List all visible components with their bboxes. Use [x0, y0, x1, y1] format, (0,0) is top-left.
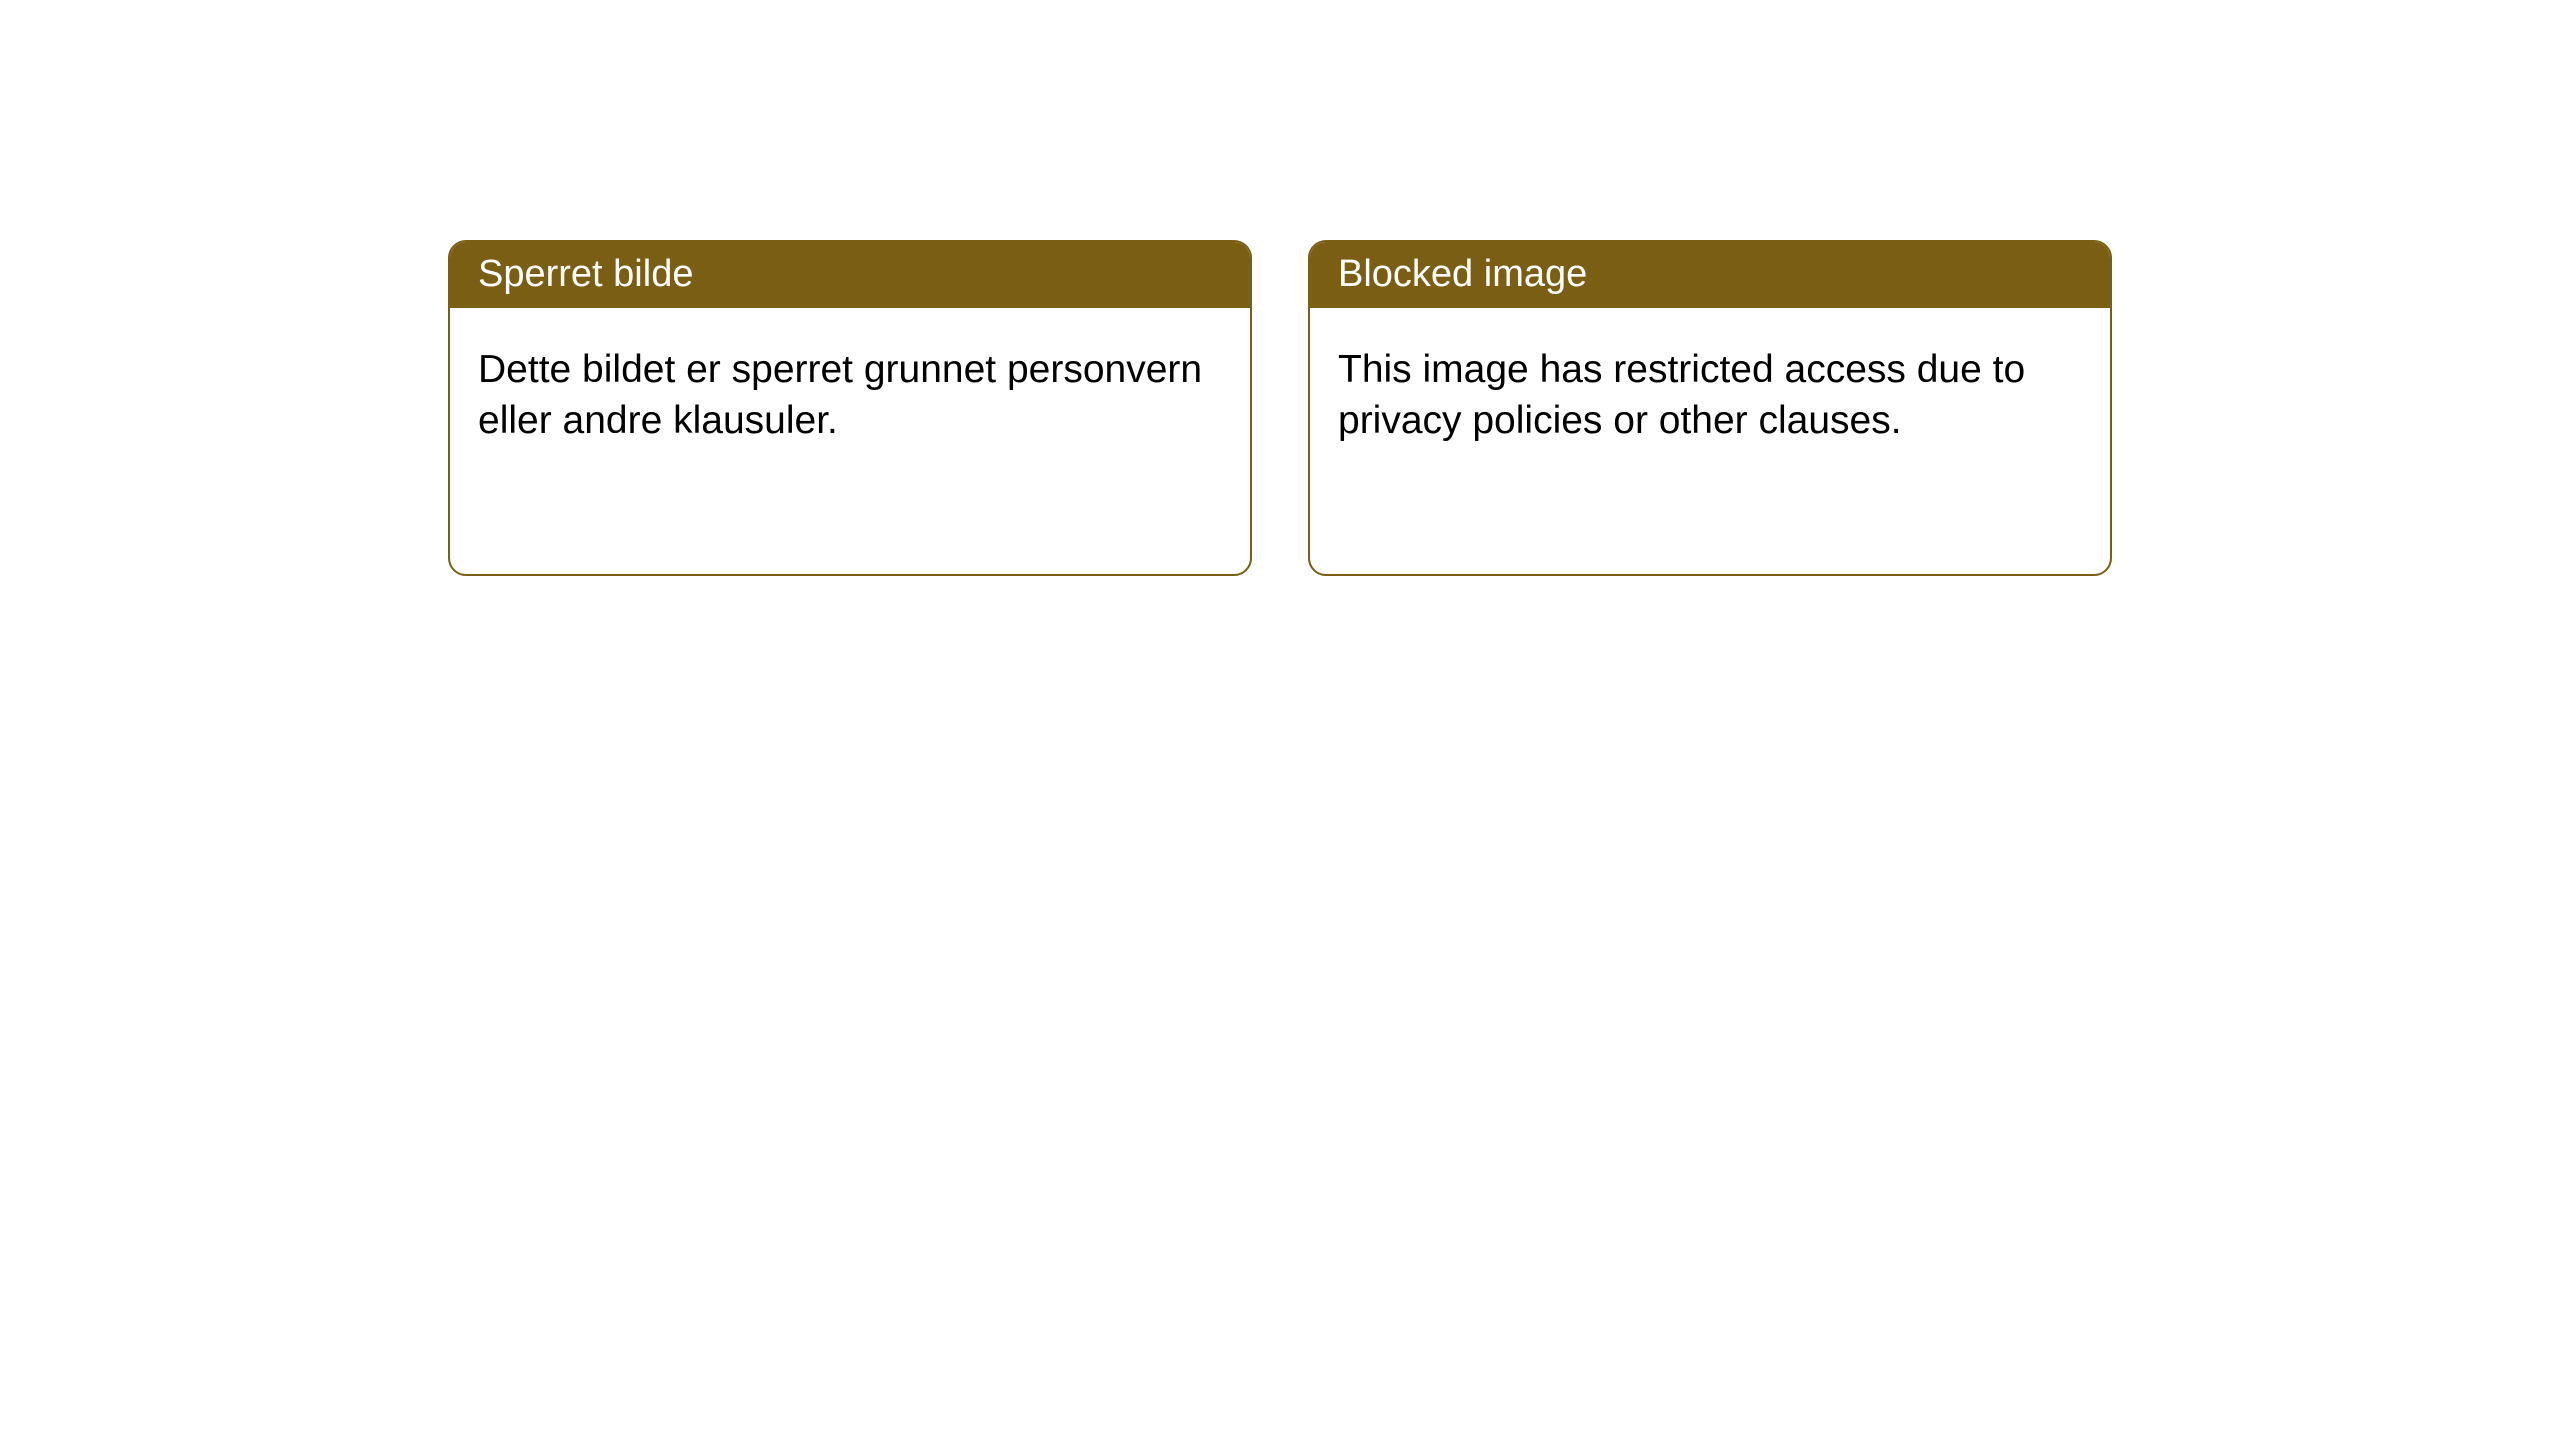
card-body-text: Dette bildet er sperret grunnet personve…	[478, 348, 1202, 442]
card-header: Blocked image	[1310, 242, 2110, 308]
card-body-text: This image has restricted access due to …	[1338, 348, 2025, 442]
card-header-text: Blocked image	[1338, 253, 1587, 295]
card-header-text: Sperret bilde	[478, 253, 693, 295]
cards-container: Sperret bilde Dette bildet er sperret gr…	[0, 0, 2560, 576]
card-header: Sperret bilde	[450, 242, 1250, 308]
card-body: Dette bildet er sperret grunnet personve…	[450, 308, 1250, 483]
blocked-image-card-no: Sperret bilde Dette bildet er sperret gr…	[448, 240, 1252, 576]
blocked-image-card-en: Blocked image This image has restricted …	[1308, 240, 2112, 576]
card-body: This image has restricted access due to …	[1310, 308, 2110, 483]
